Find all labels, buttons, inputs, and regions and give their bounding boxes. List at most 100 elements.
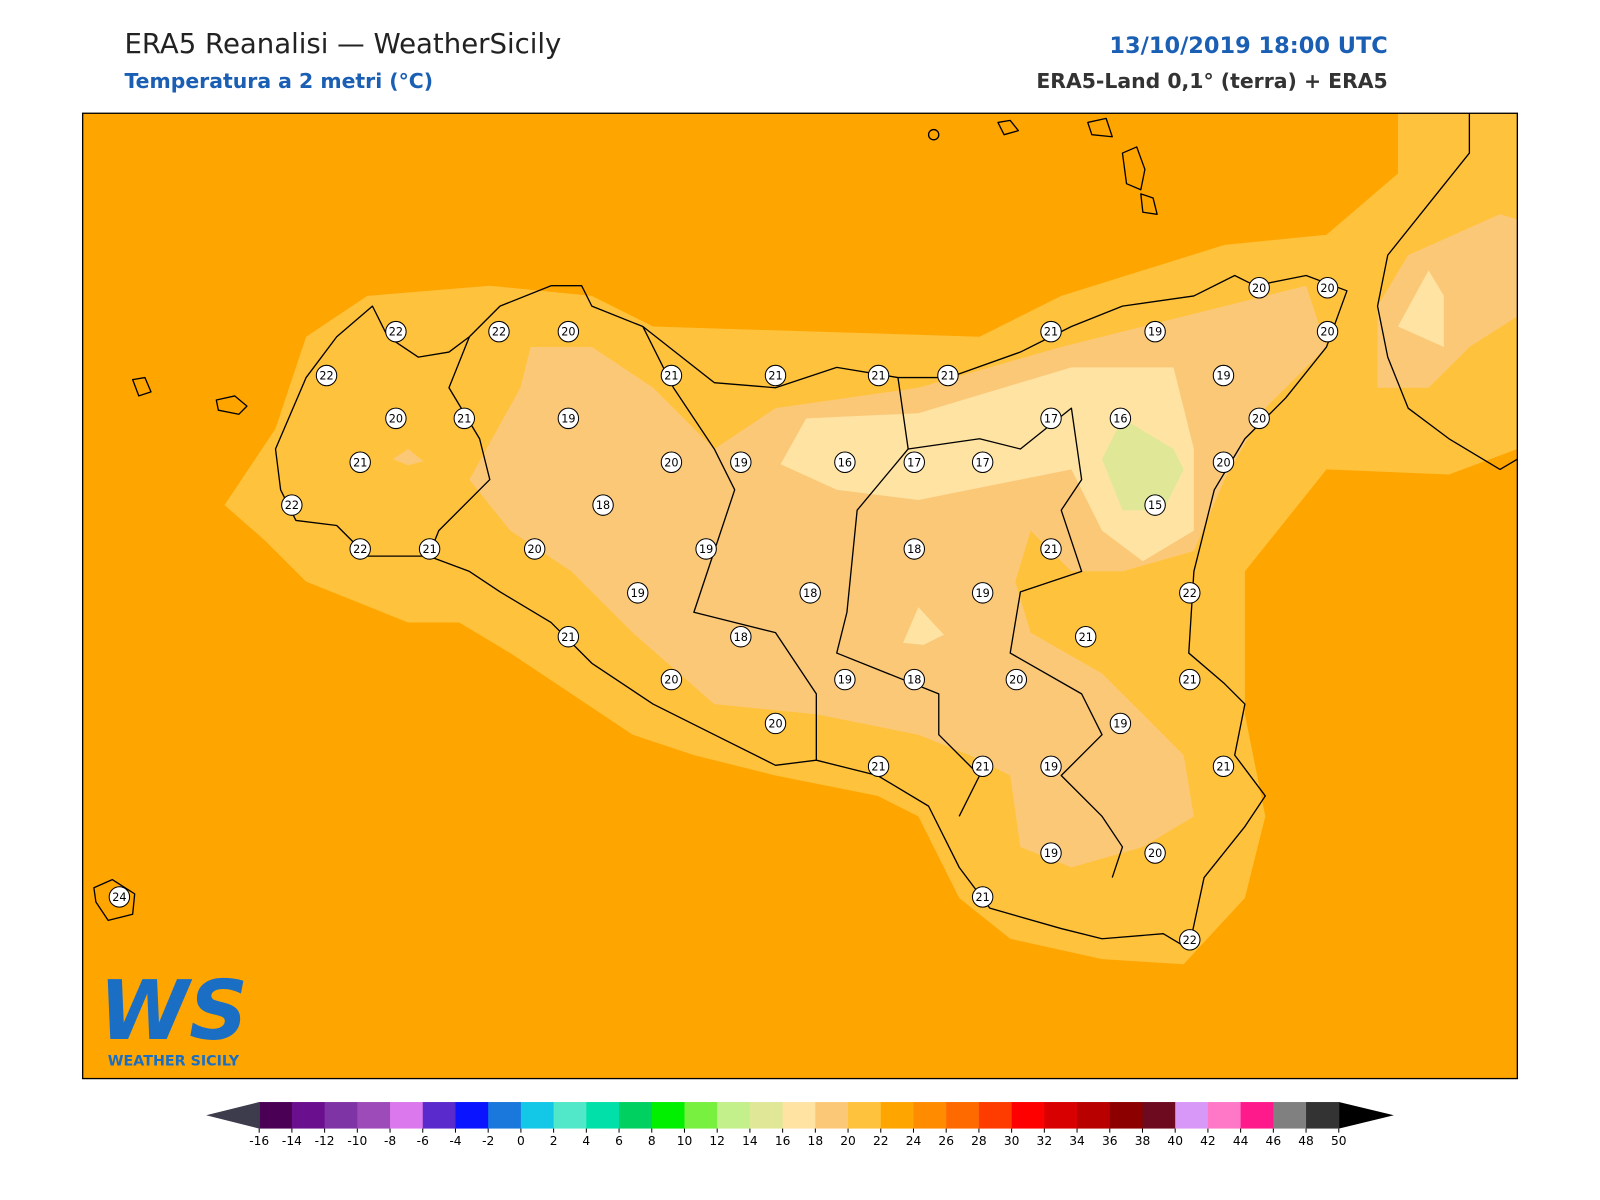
station-value: 20 <box>561 326 575 339</box>
colorbar-cell <box>1240 1102 1274 1129</box>
logo-text: WS <box>99 964 248 1059</box>
source: ERA5-Land 0,1° (terra) + ERA5 <box>1036 69 1387 93</box>
station-value: 21 <box>871 370 885 383</box>
station-marker <box>1075 626 1097 648</box>
station-marker <box>1144 320 1166 343</box>
station-marker <box>834 451 856 473</box>
colorbar-cell <box>946 1102 980 1129</box>
station-value: 20 <box>389 412 403 425</box>
station-value: 16 <box>838 456 852 469</box>
station-marker <box>1040 755 1062 778</box>
colorbar-cell <box>520 1102 555 1129</box>
station-value: 18 <box>734 631 748 644</box>
map-frame <box>81 112 1519 1080</box>
colorbar-cell <box>1142 1102 1176 1129</box>
province-border <box>836 377 981 817</box>
station-marker <box>349 538 371 560</box>
colorbar-tick-label: 14 <box>742 1134 758 1148</box>
colorbar-tick-label: 28 <box>971 1134 987 1148</box>
station-value: 18 <box>803 587 817 600</box>
station-value: 19 <box>1044 847 1058 860</box>
station-value: 20 <box>664 674 678 687</box>
station-marker <box>971 582 994 604</box>
station-marker <box>660 451 683 473</box>
colorbar-cell <box>1044 1102 1078 1129</box>
colorbar-tick-label: 44 <box>1233 1134 1249 1148</box>
colorbar-tick-label: 12 <box>709 1134 725 1148</box>
station-value: 19 <box>734 456 748 469</box>
colorbar-tick-label: 6 <box>615 1134 623 1148</box>
station-value: 22 <box>389 326 403 339</box>
station-marker <box>1144 494 1166 516</box>
title: ERA5 Reanalisi — WeatherSicily <box>124 28 561 60</box>
colorbar-cell <box>913 1102 947 1129</box>
colorbar-cell <box>1011 1102 1045 1129</box>
station-marker <box>764 712 787 735</box>
station-marker <box>1040 407 1062 430</box>
station-value: 22 <box>492 326 506 339</box>
station-marker <box>315 364 338 387</box>
station-value: 21 <box>457 412 471 425</box>
colorbar-cell <box>619 1102 653 1129</box>
station-value: 21 <box>1044 326 1058 339</box>
subtitle: Temperatura a 2 metri (°C) <box>124 69 433 93</box>
station-marker <box>385 407 407 430</box>
station-value: 21 <box>422 543 436 556</box>
station-marker <box>349 451 371 473</box>
colorbar-cell <box>291 1102 326 1129</box>
colorbar-cell <box>390 1102 424 1129</box>
station-marker <box>903 668 925 691</box>
station-value: 21 <box>1216 760 1230 773</box>
station-marker <box>730 626 752 648</box>
logo-caption: WEATHER SICILY <box>108 1053 240 1069</box>
station-value: 20 <box>1216 456 1230 469</box>
station-value: 21 <box>353 456 367 469</box>
station-marker <box>834 668 856 691</box>
station-value: 22 <box>1183 934 1197 947</box>
colorbar-cell <box>422 1102 456 1129</box>
colorbar-tick-label: -12 <box>315 1134 335 1148</box>
station-value: 15 <box>1148 499 1162 512</box>
colorbar-tick-label: -16 <box>249 1134 269 1148</box>
colorbar-tick-label: 2 <box>550 1134 558 1148</box>
colorbar-tick-label: 42 <box>1200 1134 1216 1148</box>
station-marker <box>1179 929 1201 951</box>
station-marker <box>1316 320 1339 343</box>
station-marker <box>660 364 683 387</box>
station-value: 19 <box>838 674 852 687</box>
contour-14-16 <box>1102 418 1184 511</box>
station-value: 16 <box>1113 412 1127 425</box>
station-marker <box>1005 668 1028 691</box>
colorbar-tick-label: 50 <box>1331 1134 1347 1148</box>
station-marker <box>903 451 925 473</box>
station-value: 20 <box>1148 847 1162 860</box>
station-value: 17 <box>976 456 990 469</box>
station-marker <box>557 407 580 430</box>
station-marker <box>385 320 407 343</box>
station-value: 21 <box>976 760 990 773</box>
station-value: 20 <box>1009 674 1023 687</box>
station-value: 21 <box>561 631 575 644</box>
station-marker <box>1040 320 1062 343</box>
colorbar-cell <box>1175 1102 1209 1129</box>
station-marker <box>1316 277 1339 299</box>
colorbar-cell <box>259 1102 293 1129</box>
colorbar-tick-label: 40 <box>1167 1134 1183 1148</box>
station-value: 19 <box>561 412 575 425</box>
colorbar-cell <box>357 1102 391 1129</box>
contour-16-18 <box>903 607 944 645</box>
station-value: 24 <box>112 891 126 904</box>
station-marker <box>1179 582 1201 604</box>
colorbar-tick-label: 32 <box>1037 1134 1053 1148</box>
station-marker <box>867 364 890 387</box>
station-marker <box>1212 451 1235 473</box>
colorbar-tick-label: 34 <box>1069 1134 1085 1148</box>
station-marker <box>1179 668 1201 691</box>
station-marker <box>1212 364 1235 387</box>
colorbar-cell <box>978 1102 1013 1129</box>
station-value: 21 <box>664 370 678 383</box>
colorbar-tick-label: 8 <box>648 1134 656 1148</box>
station-marker <box>453 407 475 430</box>
colorbar-cell <box>815 1102 849 1129</box>
colorbar-tick-label: 18 <box>808 1134 824 1148</box>
